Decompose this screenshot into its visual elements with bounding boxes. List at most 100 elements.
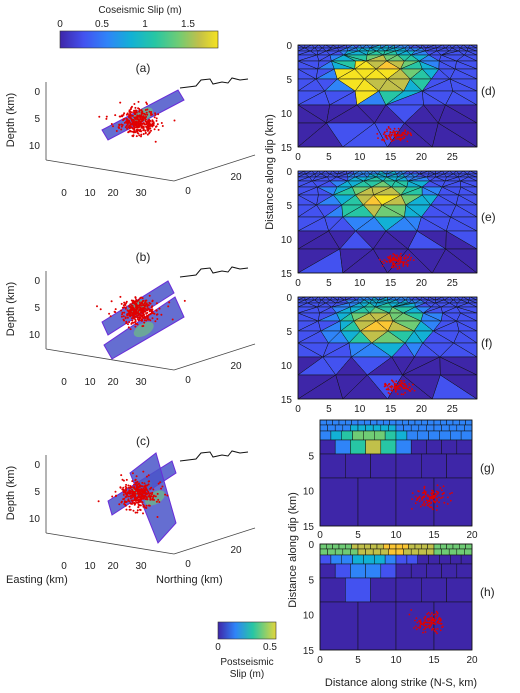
aftershock-point	[123, 301, 126, 304]
depth-tick-label: 5	[34, 487, 40, 498]
slip-patch	[380, 439, 397, 455]
x-tick-label: 5	[355, 530, 361, 541]
aftershock-point	[157, 113, 160, 116]
aftershock-point	[136, 501, 139, 504]
slip-patch	[383, 419, 390, 426]
aftershock-point	[442, 485, 445, 488]
slip-patch	[357, 548, 366, 556]
slip-patch	[395, 554, 408, 565]
aftershock-point	[154, 320, 157, 323]
aftershock-point	[128, 321, 131, 324]
aftershock-point	[138, 301, 141, 304]
aftershock-point	[132, 486, 135, 489]
aftershock-point	[400, 384, 403, 387]
slip-patch	[319, 477, 359, 527]
aftershock-point	[122, 304, 125, 307]
aftershock-point	[114, 114, 117, 117]
slip-patch	[456, 424, 465, 432]
aftershock-point	[142, 128, 145, 131]
aftershock-point	[135, 475, 138, 478]
panel-label: (c)	[136, 434, 150, 448]
aftershock-point	[127, 486, 130, 489]
slip-patch	[319, 577, 346, 603]
aftershock-point	[167, 305, 170, 308]
y-tick-label: 5	[286, 327, 292, 338]
aftershock-point	[436, 632, 438, 635]
aftershock-point	[139, 306, 142, 309]
aftershock-point	[156, 123, 159, 126]
aftershock-point	[150, 306, 153, 309]
aftershock-point	[132, 299, 135, 302]
aftershock-point	[128, 126, 131, 129]
aftershock-point	[386, 385, 389, 387]
aftershock-point	[140, 135, 142, 138]
slip-patch	[456, 439, 473, 455]
aftershock-point	[389, 259, 391, 262]
aftershock-point	[183, 299, 186, 302]
slip-patch	[408, 543, 416, 550]
slip-patch	[446, 419, 454, 426]
aftershock-point	[422, 621, 425, 624]
northing-tick-label: 20	[230, 361, 242, 372]
aftershock-point	[125, 302, 128, 304]
aftershock-point	[432, 613, 435, 616]
aftershock-point	[415, 628, 418, 631]
easting-tick-label: 10	[84, 188, 96, 199]
aftershock-point	[399, 255, 401, 257]
x-tick-label: 0	[295, 404, 301, 415]
aftershock-point	[401, 132, 404, 134]
aftershock-point	[124, 485, 127, 488]
aftershock-point	[130, 494, 133, 497]
aftershock-point	[161, 485, 164, 488]
aftershock-point	[433, 629, 436, 632]
aftershock-point	[396, 393, 399, 395]
aftershock-point	[158, 307, 161, 310]
easting-tick-label: 30	[135, 561, 147, 572]
aftershock-point	[120, 302, 123, 305]
slip-patch	[395, 439, 412, 455]
aftershock-point	[122, 493, 125, 496]
aftershock-point	[114, 308, 117, 311]
slip-patch	[464, 424, 473, 432]
aftershock-point	[423, 500, 426, 503]
aftershock-point	[424, 616, 427, 619]
northing-tick-label: 0	[185, 186, 191, 197]
aftershock-point	[115, 494, 118, 497]
aftershock-point	[132, 119, 135, 121]
x-tick-label: 10	[390, 655, 402, 666]
aftershock-point	[411, 508, 413, 510]
aftershock-point	[423, 487, 426, 489]
aftershock-point	[408, 253, 411, 256]
aftershock-point	[431, 508, 434, 511]
aftershock-point	[393, 263, 396, 266]
panel-label: (b)	[136, 250, 151, 264]
y-tick-label: 10	[281, 235, 293, 246]
aftershock-point	[143, 489, 146, 492]
aftershock-point	[387, 387, 390, 390]
aftershock-point	[143, 492, 146, 495]
aftershock-point	[392, 130, 395, 132]
aftershock-point	[125, 508, 128, 511]
northing-axis-label: Northing (km)	[156, 574, 223, 586]
slip-patch	[456, 563, 473, 579]
aftershock-point	[119, 101, 122, 104]
aftershock-point	[142, 316, 145, 319]
aftershock-point	[144, 123, 146, 126]
slip-patch	[330, 554, 343, 565]
aftershock-point	[428, 503, 431, 505]
aftershock-point	[126, 316, 129, 319]
aftershock-point	[431, 616, 433, 619]
aftershock-point	[402, 393, 405, 396]
aftershock-point	[404, 384, 407, 387]
aftershock-point	[142, 303, 145, 306]
aftershock-point	[426, 504, 429, 507]
y-tick-label: 15	[281, 143, 293, 154]
slip-patch	[319, 419, 327, 426]
aftershock-point	[413, 627, 415, 629]
slip-patch	[433, 419, 441, 426]
aftershock-point	[146, 133, 149, 136]
aftershock-point	[424, 503, 427, 505]
coseismic-colorbar-tick-label: 0	[57, 19, 63, 30]
aftershock-point	[158, 501, 161, 503]
slip-patch	[417, 554, 429, 565]
